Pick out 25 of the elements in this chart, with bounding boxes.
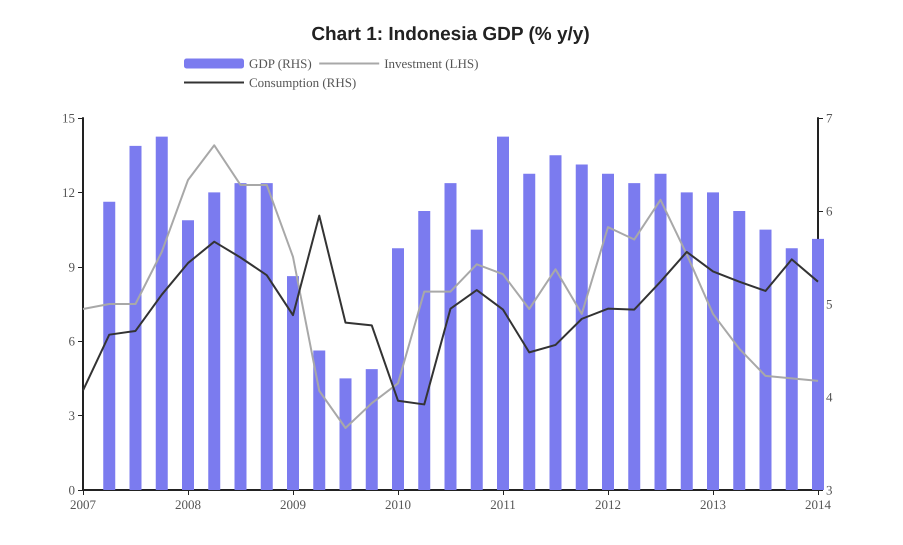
x-tick-label: 2009 [280, 497, 306, 512]
line-series [82, 214, 819, 406]
y2-tick-label: 6 [826, 204, 833, 218]
x-tick-label: 2014 [805, 497, 832, 512]
y2-tick-label: 3 [826, 482, 832, 498]
y2-tick-label: 4 [826, 390, 833, 404]
legend-label: Investment (LHS) [384, 56, 478, 71]
x-tick-label: 2007 [70, 497, 96, 512]
chart-title: Chart 1: Indonesia GDP (% y/y) [311, 24, 590, 45]
x-tick-label: 2008 [175, 497, 201, 512]
legend-label: GDP (RHS) [249, 56, 312, 71]
y-tick-label: 3 [68, 408, 75, 424]
x-tick-label: 2012 [595, 497, 621, 512]
y-tick-label: 15 [62, 110, 75, 126]
y-tick-label: 0 [68, 482, 75, 498]
line-series [82, 144, 819, 429]
y-tick-label: 9 [68, 259, 75, 274]
y2-tick-label: 7 [826, 110, 833, 126]
x-tick-label: 2010 [385, 497, 411, 512]
x-tick-label: 2011 [490, 497, 516, 512]
y-tick-label: 12 [62, 184, 75, 200]
y-tick-label: 6 [68, 334, 76, 349]
x-tick-label: 2013 [700, 497, 726, 512]
y2-tick-label: 5 [826, 296, 832, 312]
legend-label: Consumption (RHS) [249, 75, 356, 90]
